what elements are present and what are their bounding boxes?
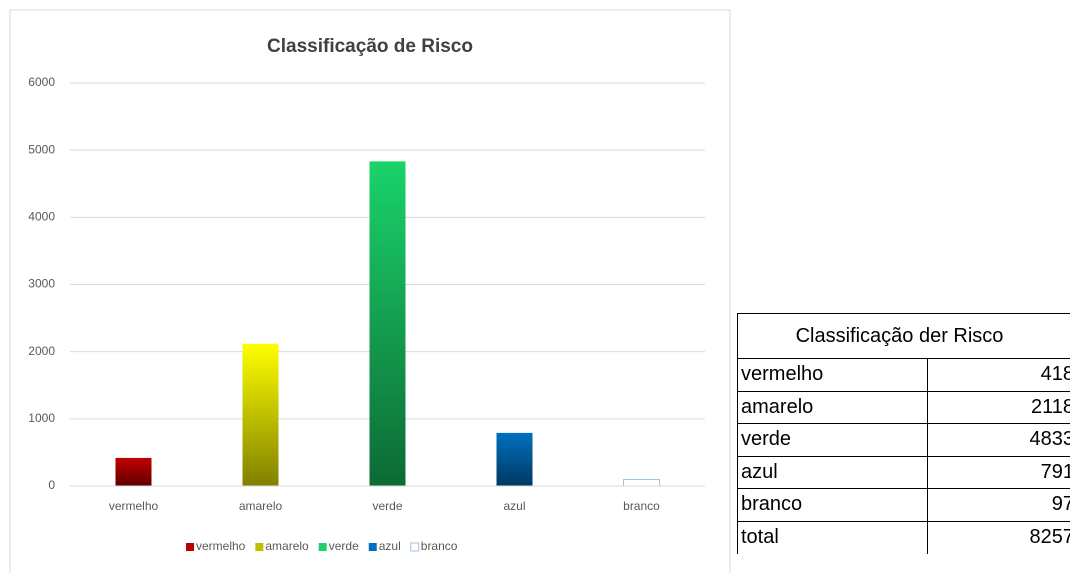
legend-label: verde [329, 539, 359, 553]
legend-label: azul [379, 539, 401, 553]
row-value: 418 [927, 358, 1070, 391]
row-label: azul [737, 455, 927, 489]
row-label: branco [737, 488, 927, 521]
table: Classificação der Risco vermelho 418 amarel… [737, 313, 1070, 573]
row-value: 791 [927, 455, 1070, 489]
legend-label: branco [421, 539, 458, 553]
bar [369, 161, 406, 487]
row-label: total [737, 520, 927, 554]
legend-swatch [318, 543, 327, 551]
y-tick-label: 0 [48, 478, 55, 492]
row-label: verde [737, 423, 927, 456]
y-tick-label: 5000 [28, 142, 55, 156]
bar [496, 432, 533, 486]
row-value: 2118 [927, 390, 1070, 424]
y-tick-label: 6000 [28, 75, 55, 89]
legend-swatch [368, 543, 377, 551]
y-tick-label: 1000 [28, 411, 55, 425]
legend-swatch [255, 543, 264, 551]
row-label: vermelho [737, 358, 927, 391]
legend-label: amarelo [265, 539, 309, 553]
chart: Classificação de Risco 0 1000 2000 3000 4000… [9, 9, 731, 573]
x-tick-label: amarelo [239, 499, 283, 513]
bar [242, 343, 279, 486]
y-tick-label: 2000 [28, 344, 55, 358]
row-label: amarelo [737, 390, 927, 424]
y-tick-label: 3000 [28, 277, 55, 291]
chart-title: Classificação de Risco [267, 36, 473, 57]
legend-label: vermelho [196, 539, 246, 553]
bar [115, 457, 152, 486]
legend-swatch [186, 543, 194, 551]
x-tick-label: azul [503, 499, 525, 513]
x-tick-label: verde [372, 499, 402, 513]
x-tick-label: branco [623, 499, 660, 513]
row-value: 8257 [927, 520, 1070, 554]
table-header: Classificação der Risco [737, 313, 1070, 358]
row-value: 4833 [927, 423, 1070, 456]
legend-swatch [410, 542, 420, 552]
bar [623, 478, 660, 487]
row-value: 97 [927, 488, 1070, 521]
x-tick-label: vermelho [109, 499, 159, 513]
y-tick-label: 4000 [28, 210, 55, 224]
